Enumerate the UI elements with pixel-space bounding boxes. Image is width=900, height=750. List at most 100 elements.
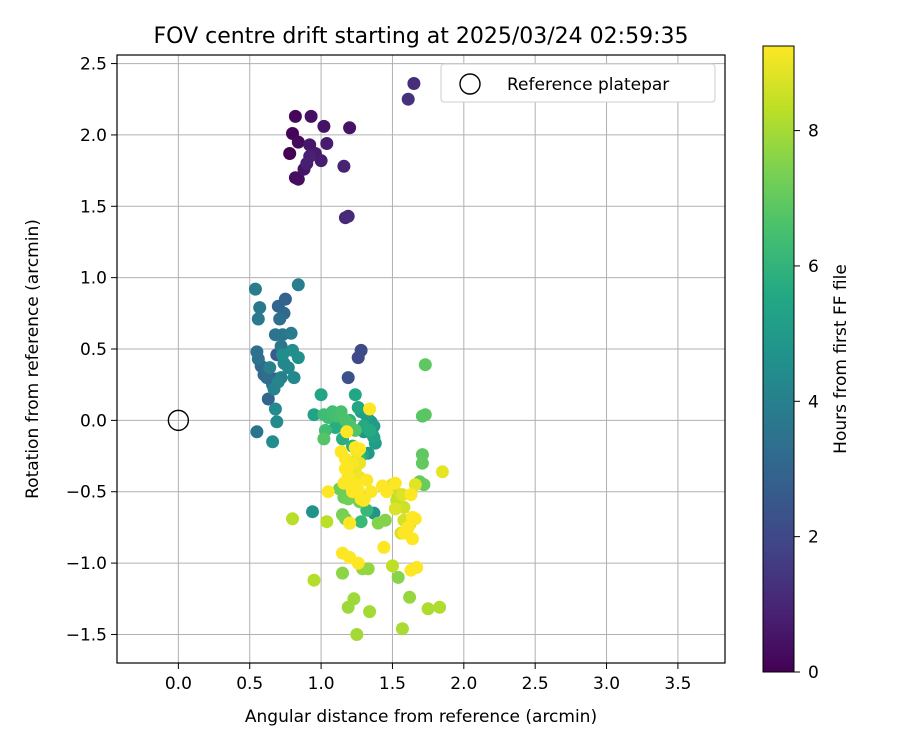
data-point [314,388,328,402]
data-point [363,605,377,619]
data-point [401,92,415,106]
data-point [341,371,355,385]
data-point [351,556,365,570]
x-axis-ticks: 0.0 0.5 1.0 1.5 2.0 2.5 3.0 3.5 [165,663,691,694]
data-point [304,109,318,123]
colorbar-ticks: 0 2 4 6 8 [794,122,819,683]
data-point [291,172,305,186]
data-point [350,628,364,641]
data-point [354,343,368,357]
legend-label: Reference platepar [507,75,669,95]
x-tick-label: 3.5 [664,674,691,694]
data-point [353,442,367,456]
data-point [251,312,265,326]
data-point [314,154,328,168]
data-point [253,301,267,315]
data-point [334,445,348,459]
x-tick-label: 3.0 [593,674,620,694]
y-axis-ticks: −1.5 −1.0 −0.5 0.0 0.5 1.0 1.5 2.0 2.5 [66,55,117,645]
data-point [340,462,354,476]
grid-lines [117,55,725,663]
data-point [320,137,334,150]
y-tick-label: 2.0 [80,126,107,146]
data-point [347,592,361,606]
data-point [407,77,421,90]
data-point [263,361,277,375]
y-tick-label: 2.5 [80,55,107,75]
data-point [418,408,432,422]
x-tick-label: 1.5 [379,674,406,694]
data-point [380,485,394,499]
data-point [357,493,371,507]
y-tick-label: 0.5 [80,340,107,360]
data-points [248,77,449,641]
data-point [386,559,399,573]
y-tick-label: −0.5 [66,483,107,503]
data-point [343,121,357,135]
data-point [268,402,282,416]
data-point [337,159,351,173]
colorbar-tick-label: 0 [808,663,819,683]
data-point [266,435,280,449]
data-point [354,515,368,529]
data-point [261,392,275,406]
data-point [391,570,405,584]
data-point [321,485,335,499]
data-point [306,505,319,519]
data-point [307,408,321,422]
data-point [433,600,447,614]
colorbar: 0 2 4 6 8 Hours from first FF file [762,45,851,683]
data-point [276,348,290,362]
data-point [421,602,435,616]
legend: Reference platepar [440,63,716,103]
legend-box [440,63,716,103]
data-point [336,566,349,580]
y-tick-label: 0.0 [80,411,107,431]
x-tick-label: 0.0 [165,674,192,694]
data-point [270,415,284,429]
data-point [341,209,355,223]
data-point [363,423,377,437]
reference-marker [167,409,190,432]
data-point [348,478,362,492]
colorbar-label: Hours from first FF file [831,264,851,454]
y-tick-label: 1.0 [80,269,107,289]
data-point [388,502,402,516]
data-point [403,590,417,604]
colorbar-tick-label: 6 [808,257,819,277]
data-point [364,485,378,499]
x-tick-label: 2.0 [450,674,477,694]
data-point [415,456,429,470]
data-point [291,278,305,292]
legend-marker [459,73,481,95]
data-point [307,573,321,587]
data-point [317,119,331,133]
data-point [251,352,265,366]
data-point [284,326,298,340]
data-point [286,512,299,526]
data-point [360,503,374,517]
data-point [248,282,262,296]
data-point [250,425,264,439]
data-point [287,371,301,385]
plot-frame [116,54,726,664]
x-tick-label: 0.5 [236,674,263,694]
data-point [351,401,365,414]
data-point [288,109,302,123]
x-tick-label: 2.5 [522,674,549,694]
y-axis-label: Rotation from reference (arcmin) [23,219,43,499]
y-tick-label: −1.0 [66,554,107,574]
chart-title: FOV centre drift starting at 2025/03/24 … [154,24,689,49]
data-point [273,312,287,326]
data-point [283,147,297,160]
data-point [388,476,402,490]
x-tick-label: 1.0 [308,674,335,694]
data-point [435,465,449,479]
y-tick-label: −1.5 [66,625,107,645]
data-point [397,526,411,540]
data-point [363,402,377,416]
colorbar-tick-label: 2 [808,528,819,548]
data-point [320,515,334,529]
data-point [377,540,391,554]
